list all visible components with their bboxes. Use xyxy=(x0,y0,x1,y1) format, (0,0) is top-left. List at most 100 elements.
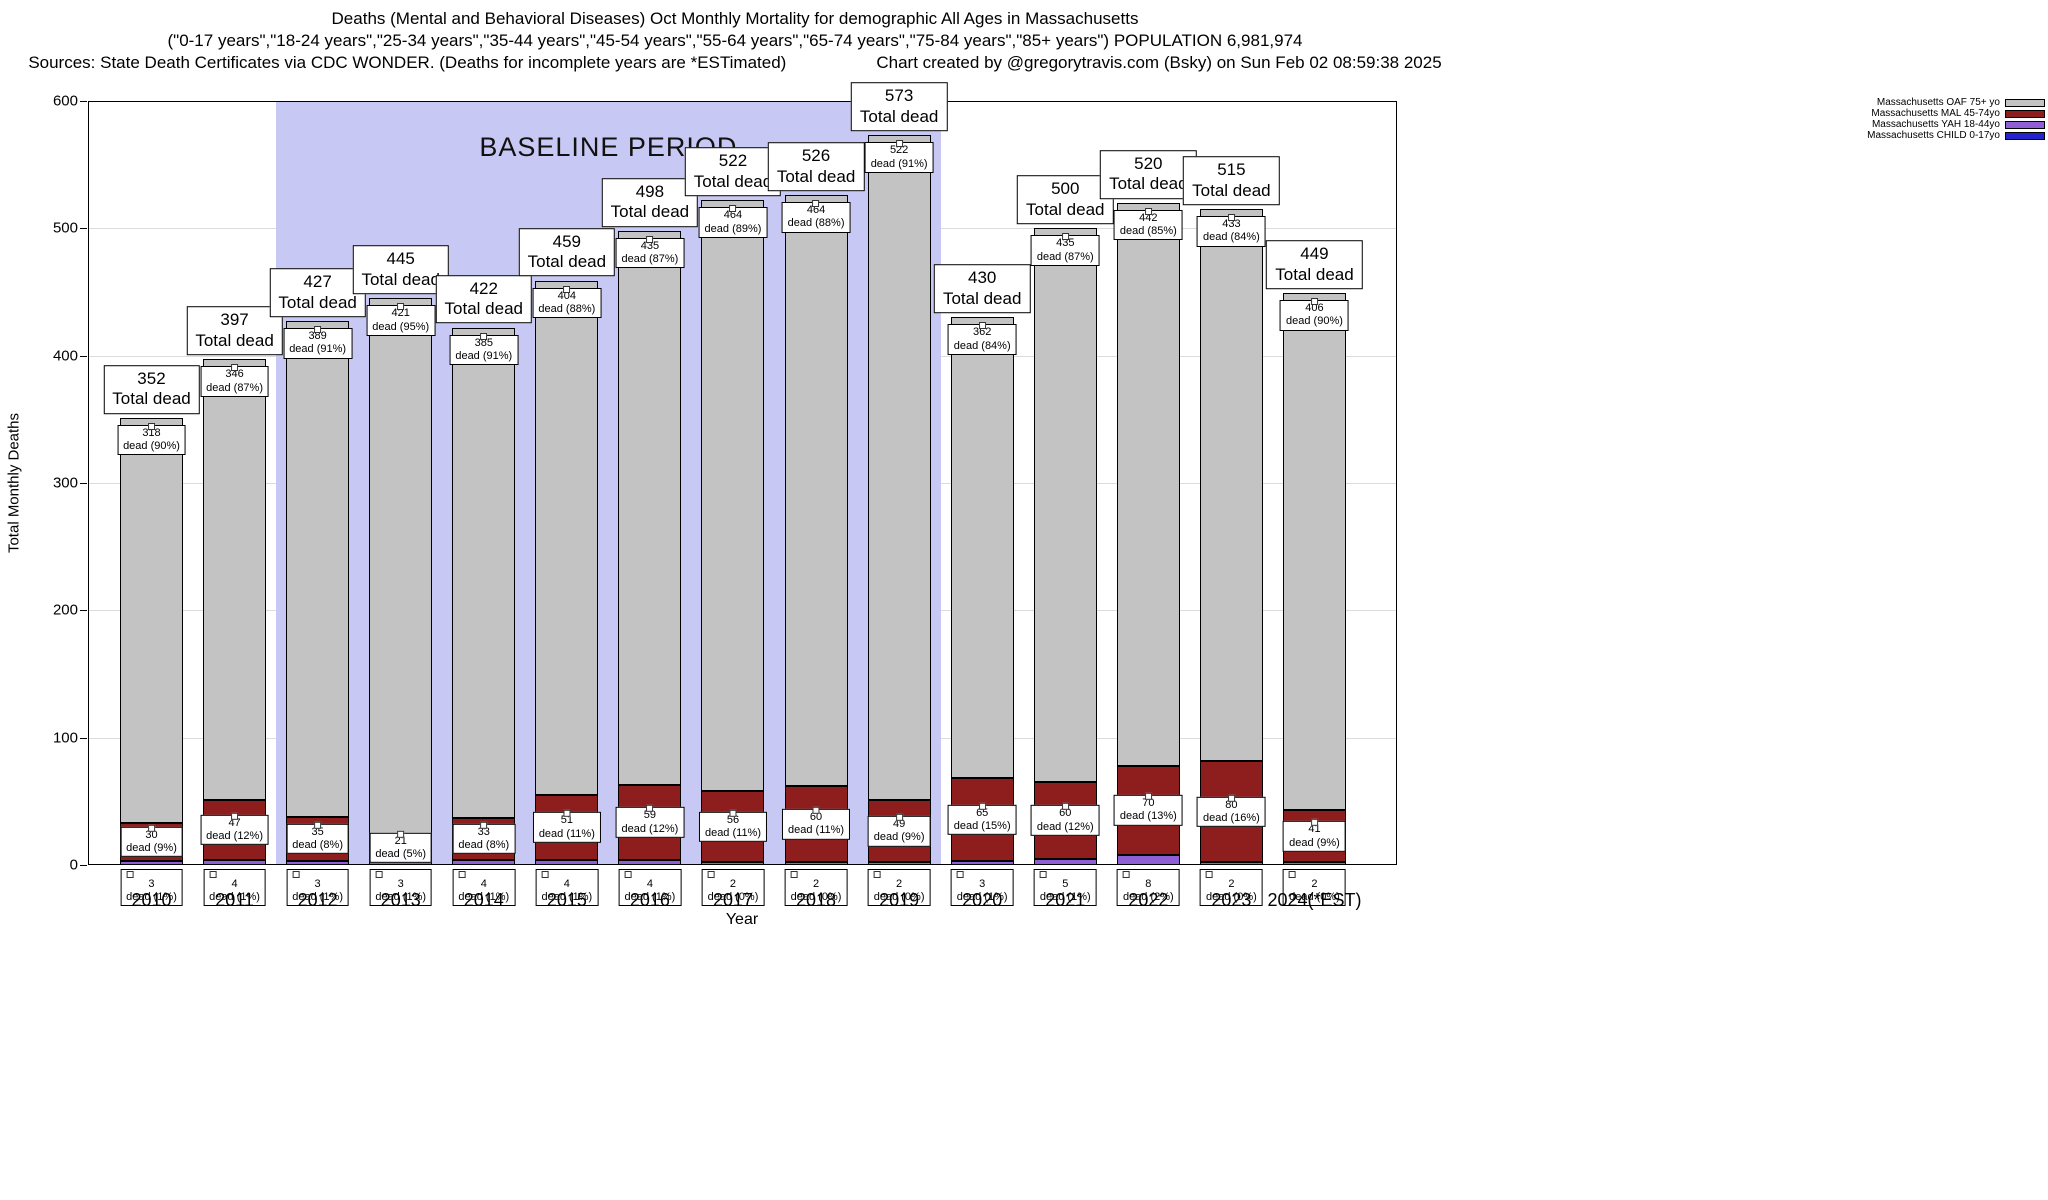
oaf-label-2011-line1: 346 xyxy=(225,368,244,381)
oaf-label-2016: 435 dead (87%) xyxy=(615,235,685,269)
oaf-label-2011-line2: dead (87%) xyxy=(206,381,263,394)
legend-swatch-yah xyxy=(2005,120,2045,129)
bar-segment-oaf-2019 xyxy=(867,135,931,801)
point-marker-square xyxy=(812,807,820,815)
total-label-2022: 520 Total dead xyxy=(1100,150,1197,199)
point-marker-square xyxy=(895,814,903,822)
yah-label-2019-line1: 2 xyxy=(873,871,925,891)
yah-label-2011-line1: 4 xyxy=(209,871,260,891)
x-tick-label-2012: 2012 xyxy=(297,890,338,910)
yah-label-2021-line1: 5 xyxy=(1039,871,1091,891)
mal-label-2018: 60 dead (11%) xyxy=(782,807,851,840)
yah-label-2010-line1: 3 xyxy=(126,871,177,891)
x-tick-label-2021: 2021 xyxy=(1045,890,1086,910)
point-marker-square xyxy=(314,821,322,829)
mal-label-2021: 60 dead (12%) xyxy=(1030,803,1100,836)
y-axis-title: Total Monthly Deaths xyxy=(5,412,23,554)
yah-label-2018-line1: 2 xyxy=(790,871,842,891)
yah-label-2015: 4 dead (1%) xyxy=(535,869,599,907)
oaf-label-2019-line1: 522 xyxy=(889,144,909,157)
oaf-label-2024(*EST): 406 dead (90%) xyxy=(1280,298,1349,331)
point-marker-square xyxy=(707,871,715,878)
mal-label-2015: 51 dead (11%) xyxy=(532,810,601,843)
chart-legend: Massachusetts OAF 75+ yo Massachusetts MA… xyxy=(1867,97,2045,141)
yah-label-2014-line1: 4 xyxy=(458,871,509,891)
yah-label-2013-line1: 3 xyxy=(375,871,426,891)
x-tick-label-2019: 2019 xyxy=(879,890,920,910)
legend-label-child: Massachusetts CHILD 0-17yo xyxy=(1867,130,2000,141)
oaf-label-2013: 421 dead (95%) xyxy=(366,303,436,336)
point-marker-square xyxy=(978,802,986,810)
total-label-2013-line1: 445 xyxy=(386,249,415,269)
point-marker-square xyxy=(646,805,654,813)
yah-label-2016-line1: 4 xyxy=(624,871,676,891)
legend-swatch-oaf xyxy=(2005,98,2045,107)
total-label-2022-line1: 520 xyxy=(1134,154,1163,174)
point-marker-square xyxy=(1039,871,1047,878)
total-label-2010: 352 Total dead xyxy=(103,365,200,415)
mal-label-2020-line1: 65 xyxy=(976,806,989,819)
mal-label-2013-line1: 21 xyxy=(394,834,407,847)
oaf-label-2010-line1: 318 xyxy=(142,427,161,440)
mal-label-2012-line2: dead (8%) xyxy=(292,838,344,851)
total-label-2010-line2: Total dead xyxy=(112,389,191,409)
yah-label-2015-line2: dead (1%) xyxy=(541,891,593,904)
point-marker-square xyxy=(1289,871,1297,878)
oaf-label-2014: 385 dead (91%) xyxy=(449,332,519,366)
bar-segment-yah-2012 xyxy=(286,861,350,865)
yah-label-2022-line2: dead (2%) xyxy=(1122,891,1174,904)
total-label-2024(*EST)-line2: Total dead xyxy=(1275,264,1354,284)
point-marker-square xyxy=(292,871,300,878)
mal-label-2016-line2: dead (12%) xyxy=(621,822,679,835)
total-label-2015-line1: 459 xyxy=(552,231,582,251)
point-marker-square xyxy=(126,871,134,878)
bar-segment-oaf-2023 xyxy=(1199,209,1263,761)
y-tick-label: 0 xyxy=(69,856,78,874)
x-tick-label-2018: 2018 xyxy=(796,890,837,910)
point-marker-square xyxy=(790,871,798,878)
y-tick-label: 400 xyxy=(52,347,78,365)
point-marker-square xyxy=(646,235,654,243)
point-marker-square xyxy=(231,812,239,820)
total-label-2014-line2: Total dead xyxy=(444,299,523,319)
bar-segment-yah-2024(*EST) xyxy=(1282,862,1346,865)
mal-label-2017: 56 dead (11%) xyxy=(698,809,768,842)
yah-label-2013: 3 dead (1%) xyxy=(369,869,433,907)
oaf-label-2019-line2: dead (91%) xyxy=(870,157,928,170)
bar-segment-oaf-2010 xyxy=(120,418,183,823)
total-label-2011-line1: 397 xyxy=(220,310,249,330)
point-marker-square xyxy=(978,322,986,330)
bar-segment-yah-2015 xyxy=(535,859,599,865)
total-label-2021-line1: 500 xyxy=(1051,179,1080,199)
point-marker-square xyxy=(1310,819,1318,827)
mal-label-2019-line1: 49 xyxy=(892,818,906,831)
oaf-label-2021-line2: dead (87%) xyxy=(1036,250,1094,263)
point-marker-square xyxy=(812,200,820,208)
yah-label-2020-line2: dead (1%) xyxy=(956,891,1008,904)
chart-sources: Sources: State Death Certificates via CD… xyxy=(28,53,787,73)
yah-label-2015-line1: 4 xyxy=(541,871,592,891)
bar-segment-oaf-2016 xyxy=(618,230,682,785)
yah-label-2017-line2: dead (0%) xyxy=(707,891,759,904)
oaf-label-2017: 464 dead (89%) xyxy=(698,205,768,238)
mal-label-2012: 35 dead (8%) xyxy=(286,821,350,855)
yah-label-2010-line2: dead (1%) xyxy=(126,891,177,904)
mal-label-2010: 30 dead (9%) xyxy=(120,824,183,858)
chart-header: Deaths (Mental and Behavioral Diseases) … xyxy=(0,8,1470,74)
y-tick-mark xyxy=(80,101,87,102)
mal-label-2015-line1: 51 xyxy=(560,814,573,827)
total-label-2016-line1: 498 xyxy=(635,182,665,202)
total-label-2010-line1: 352 xyxy=(137,369,166,389)
point-marker-square xyxy=(148,423,155,431)
bar-segment-yah-2010 xyxy=(120,861,183,865)
mal-label-2022-line2: dead (13%) xyxy=(1119,810,1177,823)
oaf-label-2016-line2: dead (87%) xyxy=(621,253,679,266)
bar-segment-oaf-2014 xyxy=(452,327,516,818)
oaf-label-2012-line1: 389 xyxy=(308,330,327,343)
bar-segment-oaf-2015 xyxy=(535,280,599,795)
point-marker-square xyxy=(1122,871,1130,878)
bar-segment-yah-2017 xyxy=(701,862,765,865)
total-label-2012-line2: Total dead xyxy=(278,292,357,312)
bar-segment-yah-2018 xyxy=(784,862,848,865)
x-axis-title: Year xyxy=(725,911,759,928)
